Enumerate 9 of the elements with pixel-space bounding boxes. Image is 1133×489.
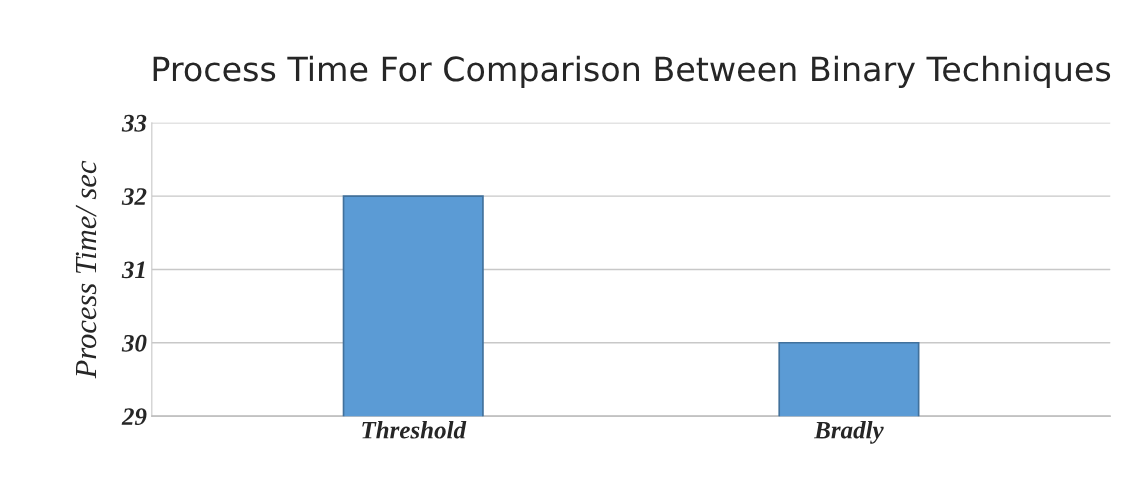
- y-tick-label: 33: [121, 114, 147, 132]
- y-tick-label: 29: [121, 408, 147, 426]
- y-axis-title: Process Time/ sec: [75, 160, 97, 379]
- x-tick-label: Bradly: [813, 421, 884, 444]
- y-tick-label: 31: [121, 261, 145, 279]
- y-tick-label: 32: [121, 188, 147, 206]
- x-tick-label: Threshold: [362, 421, 467, 439]
- chart-title: Process Time For Comparison Between Binary Techniques: [153, 55, 1111, 88]
- y-tick-label: 30: [121, 334, 147, 352]
